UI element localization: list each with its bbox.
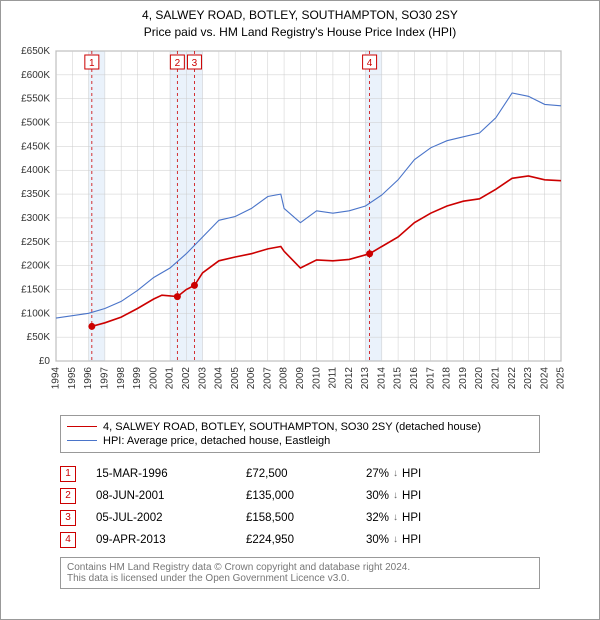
svg-text:2007: 2007 (262, 366, 273, 389)
svg-text:4: 4 (367, 58, 373, 69)
svg-text:2009: 2009 (295, 366, 306, 389)
svg-text:£0: £0 (39, 356, 51, 367)
event-date: 09-APR-2013 (96, 534, 246, 546)
event-marker: 3 (60, 510, 76, 526)
svg-text:2020: 2020 (474, 366, 485, 389)
event-price: £158,500 (246, 512, 366, 524)
chart-plot-area: £0 £50K £100K £150K £200K £250K £300K £350K £400… (1, 41, 599, 411)
chart-container: 4, SALWEY ROAD, BOTLEY, SOUTHAMPTON, SO3… (0, 0, 600, 620)
svg-text:2016: 2016 (409, 366, 420, 389)
down-arrow-icon: ↓ (393, 512, 398, 523)
svg-text:2005: 2005 (230, 366, 241, 389)
svg-text:2013: 2013 (360, 366, 371, 389)
svg-text:1998: 1998 (116, 366, 127, 389)
event-marker: 2 (60, 488, 76, 504)
event-delta-suffix: HPI (402, 468, 421, 480)
event-marker: 1 (60, 466, 76, 482)
event-marker: 4 (60, 532, 76, 548)
event-delta-suffix: HPI (402, 512, 421, 524)
svg-text:1997: 1997 (100, 366, 111, 389)
event-delta-pct: 30% (366, 534, 389, 546)
svg-text:2014: 2014 (376, 366, 387, 389)
event-delta: 27% ↓ HPI (366, 468, 486, 480)
svg-text:£600K: £600K (21, 69, 50, 80)
svg-text:£200K: £200K (21, 260, 50, 271)
legend-row: HPI: Average price, detached house, East… (67, 434, 533, 448)
down-arrow-icon: ↓ (393, 490, 398, 501)
svg-text:2010: 2010 (311, 366, 322, 389)
svg-text:£350K: £350K (21, 189, 50, 200)
svg-text:2003: 2003 (197, 366, 208, 389)
svg-text:£100K: £100K (21, 308, 50, 319)
title-line-2: Price paid vs. HM Land Registry's House … (1, 24, 599, 41)
event-delta: 30% ↓ HPI (366, 490, 486, 502)
svg-text:2017: 2017 (425, 366, 436, 389)
svg-text:£300K: £300K (21, 213, 50, 224)
svg-text:2021: 2021 (490, 366, 501, 389)
svg-text:2019: 2019 (458, 366, 469, 389)
svg-text:2004: 2004 (214, 366, 225, 389)
svg-text:1995: 1995 (67, 366, 78, 389)
event-date: 15-MAR-1996 (96, 468, 246, 480)
legend-swatch (67, 426, 97, 427)
svg-text:2: 2 (175, 58, 181, 69)
svg-text:£50K: £50K (27, 332, 51, 343)
svg-text:2025: 2025 (556, 366, 567, 389)
svg-text:2006: 2006 (246, 366, 257, 389)
event-row: 3 05-JUL-2002£158,50032% ↓ HPI (60, 507, 540, 529)
event-row: 1 15-MAR-1996£72,50027% ↓ HPI (60, 463, 540, 485)
footer-line-2: This data is licensed under the Open Gov… (67, 573, 533, 584)
event-date: 05-JUL-2002 (96, 512, 246, 524)
event-date: 08-JUN-2001 (96, 490, 246, 502)
svg-text:1996: 1996 (83, 366, 94, 389)
svg-text:2018: 2018 (442, 366, 453, 389)
event-price: £135,000 (246, 490, 366, 502)
svg-text:2022: 2022 (507, 366, 518, 389)
svg-text:2012: 2012 (344, 366, 355, 389)
svg-text:2011: 2011 (328, 366, 339, 388)
event-price: £72,500 (246, 468, 366, 480)
event-delta-pct: 30% (366, 490, 389, 502)
legend-swatch (67, 440, 97, 441)
footer-line-1: Contains HM Land Registry data © Crown c… (67, 562, 533, 573)
svg-text:£250K: £250K (21, 236, 50, 247)
legend: 4, SALWEY ROAD, BOTLEY, SOUTHAMPTON, SO3… (60, 415, 540, 453)
event-delta: 30% ↓ HPI (366, 534, 486, 546)
svg-text:1994: 1994 (51, 366, 62, 389)
svg-text:£150K: £150K (21, 284, 50, 295)
legend-row: 4, SALWEY ROAD, BOTLEY, SOUTHAMPTON, SO3… (67, 420, 533, 434)
event-row: 2 08-JUN-2001£135,00030% ↓ HPI (60, 485, 540, 507)
svg-text:£550K: £550K (21, 93, 50, 104)
svg-text:£400K: £400K (21, 165, 50, 176)
line-chart-svg: £0 £50K £100K £150K £200K £250K £300K £350K £400… (1, 41, 571, 411)
events-table: 1 15-MAR-1996£72,50027% ↓ HPI 2 08-JUN-2001£1… (60, 463, 540, 551)
svg-text:2002: 2002 (181, 366, 192, 389)
event-delta-pct: 27% (366, 468, 389, 480)
legend-label: HPI: Average price, detached house, East… (103, 435, 330, 447)
svg-text:3: 3 (192, 58, 198, 69)
svg-text:1999: 1999 (132, 366, 143, 389)
svg-text:1: 1 (89, 58, 95, 69)
event-row: 4 09-APR-2013£224,95030% ↓ HPI (60, 529, 540, 551)
title-line-1: 4, SALWEY ROAD, BOTLEY, SOUTHAMPTON, SO3… (1, 7, 599, 24)
svg-text:2015: 2015 (393, 366, 404, 389)
svg-text:2024: 2024 (539, 366, 550, 389)
chart-titles: 4, SALWEY ROAD, BOTLEY, SOUTHAMPTON, SO3… (1, 1, 599, 41)
event-price: £224,950 (246, 534, 366, 546)
event-delta-suffix: HPI (402, 490, 421, 502)
event-delta: 32% ↓ HPI (366, 512, 486, 524)
svg-text:2023: 2023 (523, 366, 534, 389)
legend-label: 4, SALWEY ROAD, BOTLEY, SOUTHAMPTON, SO3… (103, 421, 481, 433)
event-delta-suffix: HPI (402, 534, 421, 546)
event-delta-pct: 32% (366, 512, 389, 524)
svg-text:£450K: £450K (21, 141, 50, 152)
svg-text:£650K: £650K (21, 46, 50, 57)
svg-text:2000: 2000 (148, 366, 159, 389)
down-arrow-icon: ↓ (393, 468, 398, 479)
svg-text:2001: 2001 (165, 366, 176, 389)
attribution-footer: Contains HM Land Registry data © Crown c… (60, 557, 540, 589)
svg-text:£500K: £500K (21, 117, 50, 128)
down-arrow-icon: ↓ (393, 534, 398, 545)
svg-text:2008: 2008 (279, 366, 290, 389)
